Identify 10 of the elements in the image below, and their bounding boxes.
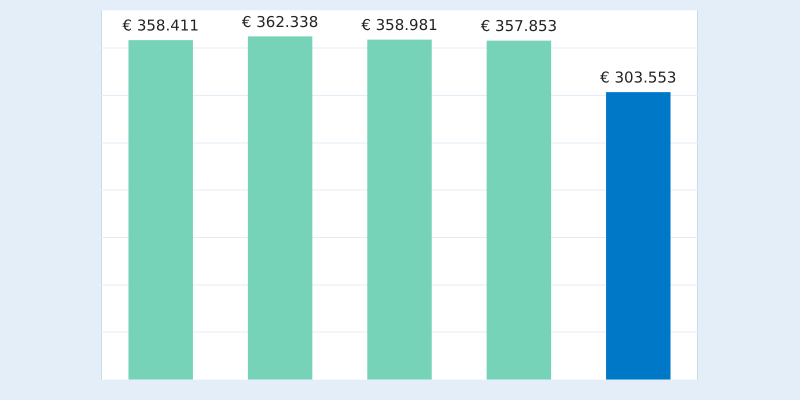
data-label: € 358.981 [361, 16, 438, 34]
bar [248, 36, 312, 380]
data-label: € 362.338 [242, 12, 318, 31]
data-label: € 358.411 [122, 16, 199, 35]
data-label: € 357.853 [480, 17, 558, 36]
data-label: € 303.553 [600, 68, 676, 86]
bar [128, 40, 193, 380]
bar [367, 40, 432, 380]
bar [486, 40, 552, 380]
bar [606, 92, 671, 380]
